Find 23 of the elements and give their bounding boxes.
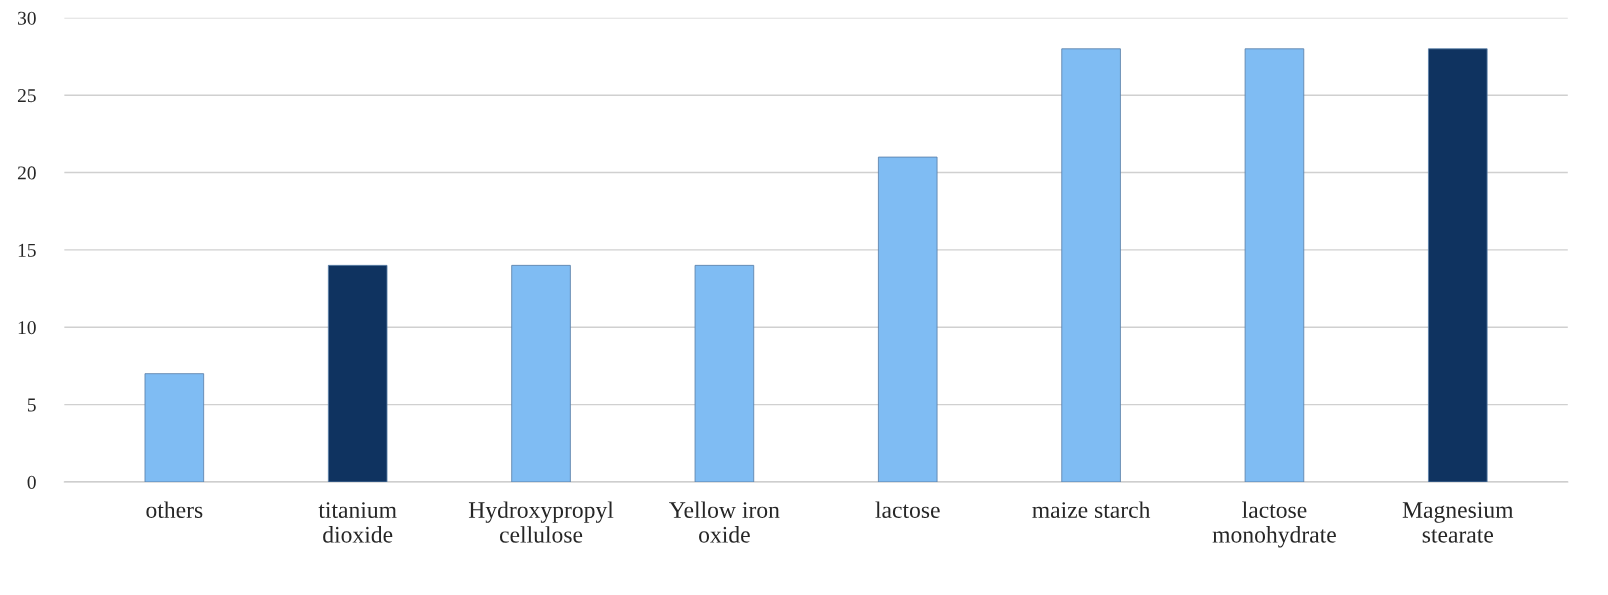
bar (511, 264, 571, 482)
y-tick-label: 10 (18, 321, 36, 335)
bar (694, 264, 755, 482)
bar (1428, 48, 1488, 482)
y-tick-label: 25 (17, 89, 36, 103)
x-tick-label: titanium dioxide (318, 502, 397, 543)
x-tick-label: others (146, 501, 203, 519)
y-tick-label: 30 (18, 11, 36, 25)
y-tick-label: 5 (27, 398, 36, 412)
bar (1244, 48, 1305, 482)
bar (877, 156, 938, 482)
x-tick-label: Yellow iron oxide (669, 501, 780, 543)
bar (1061, 48, 1121, 482)
y-tick-label: 15 (18, 243, 36, 257)
bar (327, 264, 388, 482)
y-tick-label: 20 (17, 166, 36, 180)
x-tick-label: lactose (875, 501, 940, 519)
x-tick-label: Magnesium stearate (1402, 502, 1514, 543)
x-tick-label: lactose monohydrate (1212, 501, 1336, 548)
x-tick-label: maize starch (1032, 501, 1151, 519)
bar (144, 373, 205, 482)
y-tick-label: 0 (27, 475, 36, 489)
x-tick-label: Hydroxypropyl cellulose (468, 501, 614, 543)
